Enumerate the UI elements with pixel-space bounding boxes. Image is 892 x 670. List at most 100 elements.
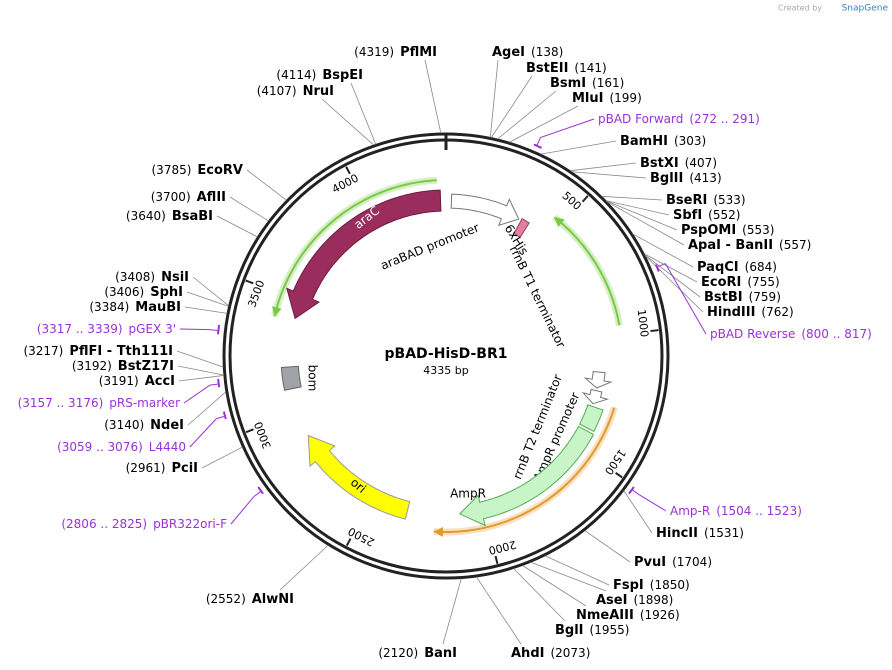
site-leader	[424, 59, 442, 134]
primer-label: (3157 .. 3176) pRS-marker	[18, 396, 180, 410]
site-label: BstBI (759)	[704, 290, 781, 305]
site-label-position: (762)	[761, 305, 793, 319]
site-leader	[476, 576, 522, 645]
site-label-name: AhdI	[511, 646, 544, 661]
primer-label-position: (3317 .. 3339)	[37, 322, 123, 336]
site-leader	[186, 291, 229, 307]
primer-leader	[657, 263, 666, 268]
site-label-name: FspI	[613, 578, 644, 593]
site-label-name: MauBI	[135, 300, 181, 315]
site-label: ApaI - BanII (557)	[688, 238, 811, 253]
site-label-name: BstBI	[704, 290, 743, 305]
site-label: (3700) AflII	[151, 190, 226, 205]
site-label: BseRI (533)	[666, 193, 746, 208]
site-leader	[497, 90, 557, 140]
site-label: HincII (1531)	[656, 526, 744, 541]
feature-highlight	[273, 179, 437, 317]
site-label-position: (3140)	[104, 418, 144, 432]
site-leader	[184, 306, 228, 314]
site-label-position: (3192)	[72, 359, 112, 373]
site-label-position: (1704)	[672, 555, 712, 569]
primer-label-position: (3157 .. 3176)	[18, 396, 104, 410]
primer-label-name: pBAD Reverse	[710, 327, 795, 341]
site-label-position: (557)	[779, 238, 811, 252]
site-label: FspI (1850)	[613, 578, 690, 593]
site-label: (2961) PciI	[126, 461, 198, 476]
site-label: (4107) NruI	[257, 84, 334, 99]
site-label-position: (3700)	[151, 190, 191, 204]
site-label: EcoRI (755)	[701, 275, 780, 290]
site-label-name: PspOMI	[681, 223, 736, 238]
site-label-name: BspEI	[322, 68, 363, 83]
site-leader	[606, 201, 685, 246]
scale-label: 500	[559, 189, 583, 213]
site-label-position: (684)	[745, 260, 777, 274]
site-label: (3217) PflFI - Tth111I	[23, 344, 173, 359]
site-leader	[570, 162, 637, 172]
credit: Created by	[778, 4, 822, 13]
site-label: (3408) NsiI	[115, 270, 189, 285]
site-leader	[489, 59, 499, 138]
site-leader	[623, 490, 653, 534]
site-label: AhdI (2073)	[511, 646, 590, 661]
primer-leader	[632, 489, 640, 496]
primer-label-name: pBAD Forward	[598, 112, 683, 126]
site-label-position: (1850)	[650, 578, 690, 592]
site-leader	[279, 544, 329, 591]
primer-leader	[536, 137, 541, 146]
site-leader	[350, 82, 377, 145]
primer-label-name: pBR322ori-F	[153, 517, 227, 531]
site-label-position: (4114)	[276, 68, 316, 82]
site-leader	[216, 215, 258, 238]
scale-tick	[245, 428, 254, 434]
site-label-name: PflFI - Tth111I	[69, 344, 173, 359]
site-label-name: AflII	[197, 190, 226, 205]
feature-arrow	[458, 425, 595, 527]
site-label-position: (2552)	[206, 592, 246, 606]
scale-label: 1000	[635, 309, 651, 338]
feature-label: bom	[306, 365, 320, 392]
primer-leader	[253, 491, 261, 497]
site-label: PaqCI (684)	[697, 260, 777, 275]
site-label-name: BseRI	[666, 193, 707, 208]
site-label: HindIII (762)	[707, 305, 794, 320]
primer-mark	[628, 486, 635, 495]
site-leader	[246, 169, 287, 201]
primer-mark	[222, 411, 227, 420]
site-leader	[605, 200, 670, 216]
site-label: NmeAIII (1926)	[576, 608, 680, 623]
site-label-name: PflMI	[400, 45, 437, 60]
site-leader	[178, 375, 224, 382]
site-label-position: (413)	[689, 171, 721, 185]
site-leader	[513, 568, 566, 622]
site-label-position: (161)	[592, 76, 624, 90]
site-leader	[584, 530, 631, 563]
site-label: PspOMI (553)	[681, 223, 774, 238]
site-label-position: (533)	[713, 193, 745, 207]
site-label: (3406) SphI	[104, 285, 183, 300]
primer-leader	[230, 496, 255, 525]
site-label-name: PaqCI	[697, 260, 739, 275]
primer-label: pBAD Reverse (800 .. 817)	[710, 327, 872, 341]
site-label-name: BsmI	[550, 76, 586, 91]
plasmid-name: pBAD-HisD-BR1	[385, 346, 508, 362]
site-label-position: (407)	[685, 156, 717, 170]
site-label: BstEII (141)	[526, 61, 607, 76]
site-leader	[644, 255, 704, 313]
primer-leader	[189, 418, 217, 448]
primer-mark	[217, 378, 221, 388]
site-label-position: (3408)	[115, 270, 155, 284]
site-label: BglI (1955)	[555, 623, 629, 638]
scale-tick	[650, 329, 659, 333]
site-label-position: (2073)	[550, 646, 590, 660]
site-label-name: NsiI	[161, 270, 189, 285]
site-leader	[321, 98, 374, 146]
feature-label: rrnB T1 terminator	[507, 244, 569, 351]
site-label-name: HincII	[656, 526, 698, 541]
scale-label: 2000	[487, 538, 517, 557]
primer-label-position: (2806 .. 2825)	[61, 517, 147, 531]
scale-label: 1500	[602, 447, 629, 477]
site-leader	[442, 578, 462, 645]
primer-leader	[216, 416, 225, 420]
